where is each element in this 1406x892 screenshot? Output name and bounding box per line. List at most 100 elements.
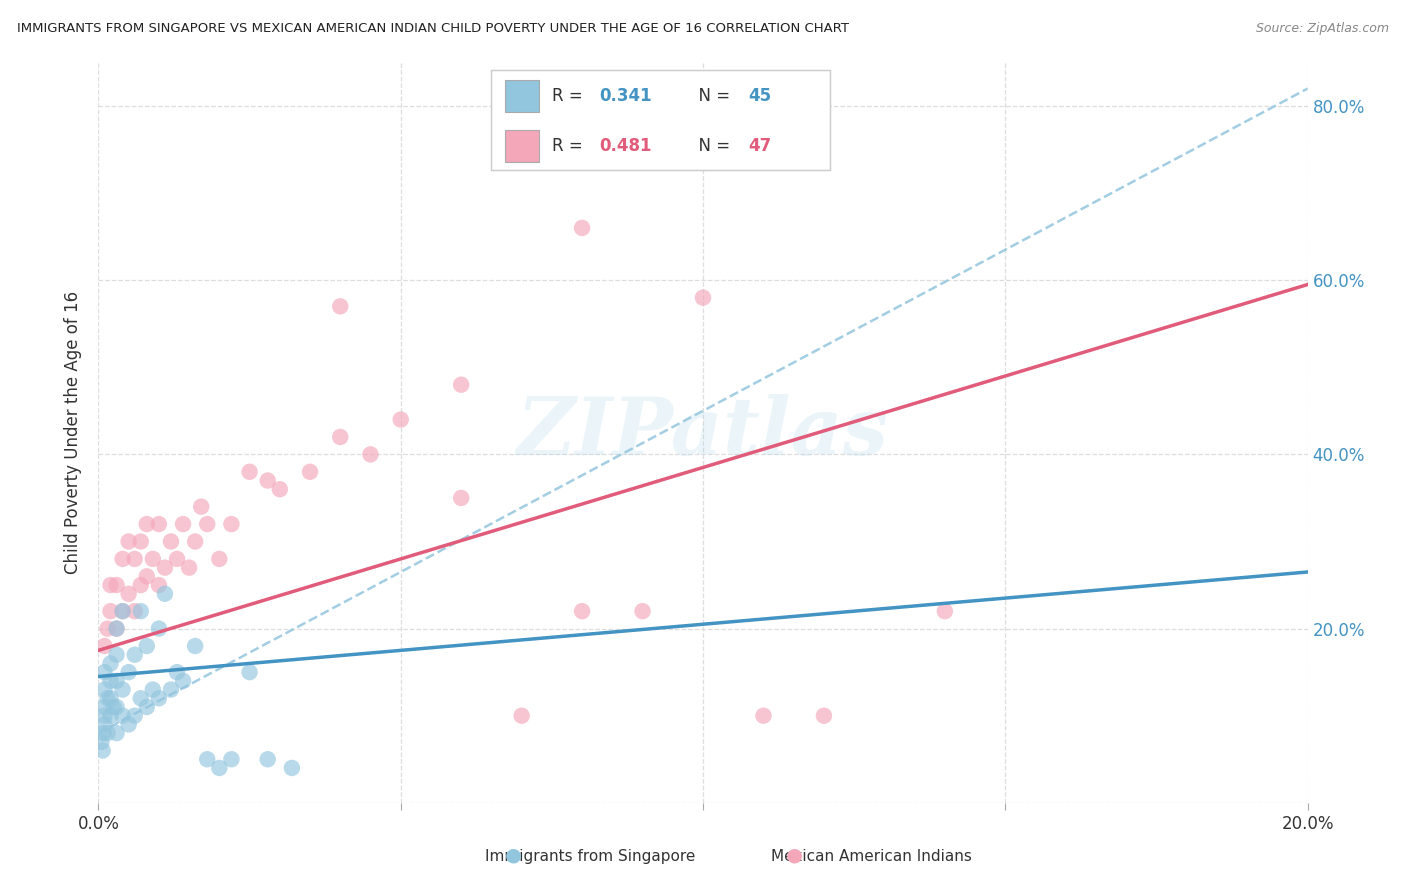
Point bbox=[105, 700, 128, 714]
Point bbox=[813, 708, 835, 723]
Point bbox=[184, 534, 207, 549]
Point bbox=[93, 700, 115, 714]
Point bbox=[360, 447, 382, 461]
Point bbox=[329, 430, 352, 444]
Y-axis label: Child Poverty Under the Age of 16: Child Poverty Under the Age of 16 bbox=[65, 291, 83, 574]
Point bbox=[91, 743, 114, 757]
Point bbox=[93, 639, 115, 653]
Point bbox=[190, 500, 212, 514]
Point bbox=[118, 665, 141, 680]
Point bbox=[160, 682, 183, 697]
Point bbox=[269, 482, 291, 496]
Point bbox=[93, 665, 115, 680]
Point bbox=[135, 639, 157, 653]
Point bbox=[96, 622, 118, 636]
Point bbox=[93, 708, 115, 723]
Point bbox=[100, 657, 122, 671]
Point bbox=[93, 717, 115, 731]
Text: ●: ● bbox=[786, 846, 803, 864]
Point bbox=[111, 682, 134, 697]
Point bbox=[129, 604, 152, 618]
Point bbox=[100, 673, 122, 688]
Point bbox=[142, 682, 165, 697]
Point bbox=[111, 604, 134, 618]
Point bbox=[389, 412, 412, 426]
Text: Immigrants from Singapore: Immigrants from Singapore bbox=[485, 849, 696, 864]
Point bbox=[571, 221, 593, 235]
Point bbox=[90, 735, 112, 749]
Text: Source: ZipAtlas.com: Source: ZipAtlas.com bbox=[1256, 22, 1389, 36]
Point bbox=[118, 534, 141, 549]
Point bbox=[124, 604, 146, 618]
Point bbox=[184, 639, 207, 653]
Point bbox=[239, 665, 262, 680]
Text: Mexican American Indians: Mexican American Indians bbox=[772, 849, 972, 864]
Point bbox=[221, 517, 243, 532]
Point bbox=[239, 465, 262, 479]
Point bbox=[450, 377, 472, 392]
Point bbox=[105, 648, 128, 662]
Point bbox=[135, 517, 157, 532]
Point bbox=[111, 708, 134, 723]
Point bbox=[135, 700, 157, 714]
Point bbox=[256, 474, 278, 488]
Point bbox=[100, 708, 122, 723]
Point bbox=[124, 708, 146, 723]
Point bbox=[93, 682, 115, 697]
Point bbox=[129, 578, 152, 592]
Point bbox=[153, 587, 176, 601]
Point bbox=[571, 604, 593, 618]
Point bbox=[934, 604, 956, 618]
Point bbox=[148, 622, 170, 636]
Point bbox=[129, 691, 152, 706]
Point bbox=[118, 717, 141, 731]
Point bbox=[166, 552, 188, 566]
Point bbox=[172, 517, 194, 532]
Point bbox=[631, 604, 654, 618]
Point bbox=[105, 578, 128, 592]
Point bbox=[124, 552, 146, 566]
Point bbox=[103, 700, 125, 714]
Point bbox=[692, 291, 714, 305]
Point bbox=[450, 491, 472, 505]
Point bbox=[142, 552, 165, 566]
Point bbox=[153, 560, 176, 574]
Point bbox=[148, 578, 170, 592]
Point bbox=[96, 726, 118, 740]
Point bbox=[100, 691, 122, 706]
Point bbox=[100, 604, 122, 618]
Point bbox=[129, 534, 152, 549]
Point bbox=[179, 560, 201, 574]
Point bbox=[124, 648, 146, 662]
Point bbox=[105, 622, 128, 636]
Point bbox=[111, 604, 134, 618]
Point bbox=[256, 752, 278, 766]
Point bbox=[160, 534, 183, 549]
Point bbox=[148, 517, 170, 532]
Point bbox=[105, 673, 128, 688]
Point bbox=[100, 578, 122, 592]
Point bbox=[221, 752, 243, 766]
Point bbox=[195, 517, 218, 532]
Point bbox=[111, 552, 134, 566]
Point bbox=[299, 465, 322, 479]
Point bbox=[329, 299, 352, 313]
Point bbox=[281, 761, 304, 775]
Point bbox=[752, 708, 775, 723]
Point bbox=[510, 708, 533, 723]
Point bbox=[105, 726, 128, 740]
Point bbox=[96, 691, 118, 706]
Point bbox=[135, 569, 157, 583]
Point bbox=[172, 673, 194, 688]
Point bbox=[208, 761, 231, 775]
Point bbox=[91, 726, 114, 740]
Text: ●: ● bbox=[505, 846, 522, 864]
Point bbox=[208, 552, 231, 566]
Text: ZIPatlas: ZIPatlas bbox=[517, 394, 889, 471]
Text: IMMIGRANTS FROM SINGAPORE VS MEXICAN AMERICAN INDIAN CHILD POVERTY UNDER THE AGE: IMMIGRANTS FROM SINGAPORE VS MEXICAN AME… bbox=[17, 22, 849, 36]
Point bbox=[166, 665, 188, 680]
Point bbox=[195, 752, 218, 766]
Point bbox=[118, 587, 141, 601]
Point bbox=[105, 622, 128, 636]
Point bbox=[148, 691, 170, 706]
